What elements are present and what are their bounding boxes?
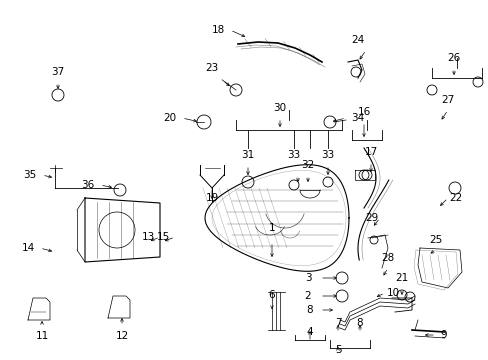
Text: 26: 26 <box>447 53 460 63</box>
Text: 28: 28 <box>381 253 394 263</box>
Text: 10: 10 <box>386 288 399 298</box>
Text: 37: 37 <box>51 67 64 77</box>
Text: 33: 33 <box>321 150 334 160</box>
Text: 1: 1 <box>268 223 275 233</box>
Text: 23: 23 <box>205 63 218 73</box>
Text: 18: 18 <box>211 25 224 35</box>
Text: 25: 25 <box>428 235 442 245</box>
Text: 2: 2 <box>304 291 311 301</box>
Text: 16: 16 <box>357 107 370 117</box>
Text: 17: 17 <box>364 147 377 157</box>
Text: 3: 3 <box>304 273 311 283</box>
Text: 21: 21 <box>395 273 408 283</box>
Text: 34: 34 <box>351 113 364 123</box>
Text: 8: 8 <box>356 318 363 328</box>
Text: 19: 19 <box>205 193 218 203</box>
Text: 4: 4 <box>306 327 313 337</box>
Text: 22: 22 <box>448 193 462 203</box>
Text: 15: 15 <box>156 232 169 242</box>
Text: 27: 27 <box>441 95 454 105</box>
Text: 13: 13 <box>141 232 154 242</box>
Text: 5: 5 <box>334 345 341 355</box>
Text: 29: 29 <box>365 213 378 223</box>
Text: 36: 36 <box>81 180 95 190</box>
Text: 24: 24 <box>351 35 364 45</box>
Text: 32: 32 <box>301 160 314 170</box>
Text: 33: 33 <box>287 150 300 160</box>
Text: 9: 9 <box>440 330 447 340</box>
Text: 31: 31 <box>241 150 254 160</box>
Text: 35: 35 <box>23 170 37 180</box>
Text: 11: 11 <box>35 331 48 341</box>
Text: 12: 12 <box>115 331 128 341</box>
Text: 20: 20 <box>163 113 176 123</box>
Text: 14: 14 <box>21 243 35 253</box>
Text: 6: 6 <box>268 290 275 300</box>
Text: 8: 8 <box>306 305 313 315</box>
Text: 30: 30 <box>273 103 286 113</box>
Text: 7: 7 <box>334 318 341 328</box>
